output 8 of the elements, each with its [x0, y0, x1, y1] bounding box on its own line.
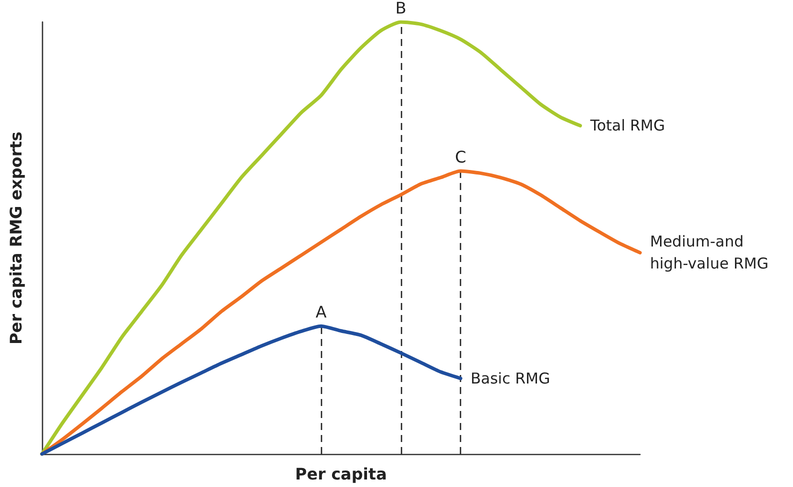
series-label: Total RMG [589, 116, 665, 135]
annotation: B [395, 0, 406, 18]
annotation: C [455, 148, 466, 167]
x-axis-title: Per capita [295, 464, 387, 484]
series-label: Basic RMG [470, 369, 550, 388]
series-label: Medium-and high-value RMG [650, 232, 768, 273]
annotation: A [316, 302, 327, 322]
y-axis-title: Per capita RMG exports [6, 132, 26, 344]
